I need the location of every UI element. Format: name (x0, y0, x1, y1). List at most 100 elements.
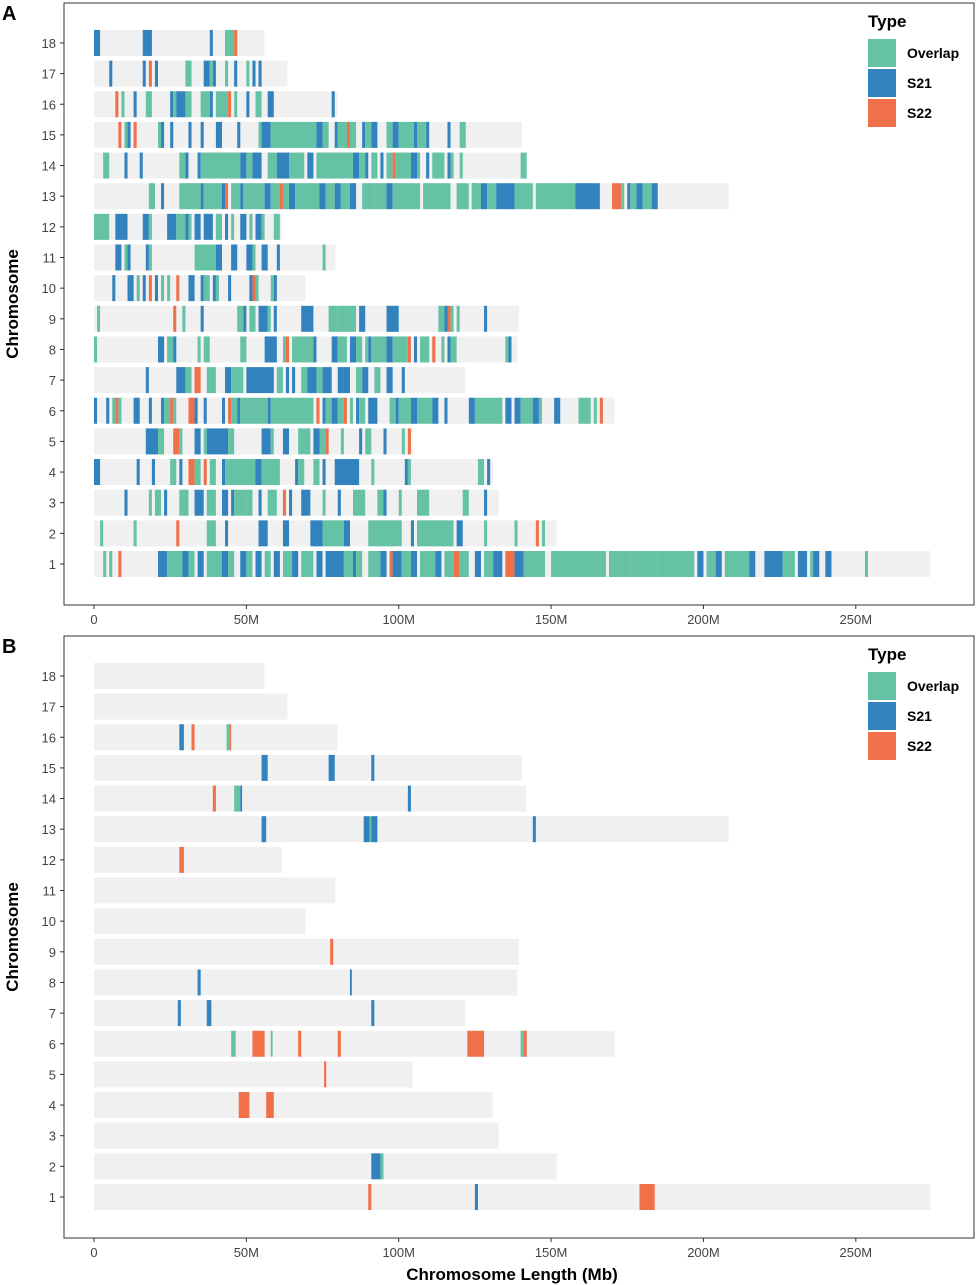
panel-b-chromosomes (94, 662, 931, 1210)
panel-a-chr-9-region-overlap (237, 305, 244, 332)
panel-a-chr-13-region-overlap (243, 183, 265, 210)
panel-a-chr-11-region-overlap (148, 244, 152, 271)
panel-a-chr-12-region-overlap (249, 213, 253, 240)
panel-b-chromosome-7-bar (94, 1000, 466, 1027)
panel-a-y-tick-label-chr-6: 6 (49, 404, 56, 419)
panel-b-chr-7-region-s21 (206, 1000, 212, 1027)
panel-a-chr-14-region-s21 (139, 152, 143, 179)
panel-a-chr-1-region-s21 (273, 551, 280, 577)
panel-a-chr-6-region-overlap (520, 397, 533, 424)
panel-a-chr-11-region-s21 (215, 244, 222, 271)
panel-a-chr-13-region-overlap (340, 183, 350, 210)
panel-a-chr-5-region-s21 (383, 428, 387, 455)
panel-a-chr-13-region-overlap (423, 183, 451, 210)
panel-a-chr-6-region-overlap (325, 397, 332, 424)
panel-a-chr-12-region-overlap (261, 213, 265, 240)
panel-a: A Chromosome 123456789101112131415161718… (2, 2, 975, 627)
panel-a-chr-1-region-overlap (810, 551, 814, 577)
panel-a-chr-7-region-overlap (316, 367, 323, 394)
panel-a-chr-11-region-s21 (145, 244, 149, 271)
panel-a-chr-1-region-s21 (197, 551, 204, 577)
panel-a-chr-12-region-s21 (115, 213, 128, 240)
panel-a-chr-2-region-overlap (133, 520, 137, 547)
panel-a-chr-1-region-s22 (118, 551, 122, 577)
panel-a-chr-13-region-s21 (319, 183, 326, 210)
panel-b-chr-6-region-s22 (467, 1030, 485, 1057)
panel-a-chr-2-region-s21 (225, 520, 229, 547)
panel-a-chr-3-region-s21 (221, 489, 229, 516)
panel-a-chr-4-region-overlap (225, 459, 229, 486)
panel-a-chr-11-region-s21 (115, 244, 122, 271)
panel-b-chr-14-region-s21 (240, 785, 243, 812)
panel-a-chr-8-region-overlap (356, 336, 363, 363)
panel-b-chr-16-region-s21 (179, 724, 184, 751)
panel-a-chr-6-region-s21 (194, 397, 198, 424)
panel-a-chr-2-region-overlap (541, 520, 545, 547)
panel-a-chr-11-region-s21 (261, 244, 268, 271)
panel-a-chr-9-region-s22 (173, 305, 177, 332)
panel-a-chr-1-region-s21 (182, 551, 189, 577)
panel-a-chr-1-region-overlap (706, 551, 716, 577)
panel-a-legend-label-s21: S21 (907, 75, 932, 91)
panel-a-chr-1-region-overlap (206, 551, 222, 577)
panel-a-chr-6-region-overlap (337, 397, 344, 424)
panel-a-chr-1-region-overlap (401, 551, 411, 577)
panel-a-chr-4-region-overlap (194, 459, 201, 486)
panel-a-chr-14-region-s21 (365, 152, 369, 179)
panel-a-chr-10-region-s21 (112, 275, 116, 302)
panel-a-chr-7-region-s21 (362, 367, 369, 394)
panel-b-legend-swatch-overlap (868, 672, 896, 700)
panel-a-chr-13-region-s21 (496, 183, 515, 210)
panel-a-chr-7-region-overlap (231, 367, 244, 394)
panel-a-chr-1-region-overlap (109, 551, 113, 577)
panel-a-chr-1-region-s21 (353, 551, 357, 577)
panel-a-chr-4-region-s21 (136, 459, 140, 486)
panel-a-chr-15-region-overlap (157, 121, 162, 148)
panel-a-chr-7-region-overlap (276, 367, 283, 394)
panel-a-chr-1-region-s21 (410, 551, 418, 577)
panel-a-chr-15-region-overlap (337, 121, 347, 148)
panel-a-chr-6-region-overlap (578, 397, 591, 424)
panel-a-chr-12-region-s21 (240, 213, 247, 240)
panel-a-chr-15-region-s21 (334, 121, 338, 148)
panel-b-chr-7-region-s21 (371, 1000, 375, 1027)
panel-a-chr-8-region-overlap (240, 336, 247, 363)
panel-a-chr-6-region-overlap (112, 397, 116, 424)
panel-a-chr-13-region-overlap (148, 183, 155, 210)
panel-a-chr-3-region-overlap (398, 489, 402, 516)
panel-a-chr-13-region-overlap (535, 183, 576, 210)
panel-a-chr-7-region-s21 (343, 367, 350, 394)
panel-a-chr-5-region-s21 (145, 428, 158, 455)
panel-a-chr-6-region-overlap (118, 397, 122, 424)
panel-a-x-tick-label: 0 (90, 612, 97, 627)
panel-a-chr-13-region-overlap (362, 183, 375, 210)
panel-b-x-ticks: 0 50M 100M 150M 200M 250M (90, 1238, 872, 1260)
panel-b-chr-2-region-overlap (380, 1153, 384, 1180)
panel-a-chr-16-region-overlap (215, 91, 229, 118)
panel-a-chr-1-region-s22 (453, 551, 460, 577)
panel-a-chr-5-region-s21 (282, 428, 290, 455)
panel-a-chr-1-region-s21 (715, 551, 722, 577)
panel-b-chromosome-16-bar (94, 724, 338, 751)
panel-a-chr-6-region-s21 (368, 397, 378, 424)
panel-a-chr-6-region-overlap (359, 397, 366, 424)
panel-a-chr-6-region-overlap (538, 397, 542, 424)
panel-a-x-tick-label: 200M (687, 612, 720, 627)
panel-a-chr-2-region-overlap (100, 520, 104, 547)
panel-a-chr-1-region-overlap (551, 551, 582, 577)
panel-a-chr-6-region-s21 (432, 397, 439, 424)
panel-a-chr-16-region-overlap (173, 91, 177, 118)
panel-a-chr-16-region-overlap (200, 91, 210, 118)
panel-a-chr-2-region-s21 (456, 520, 463, 547)
panel-a-chr-13-region-s21 (349, 183, 357, 210)
panel-a-chr-1-region-s21 (493, 551, 503, 577)
panel-a-chr-6-region-s21 (514, 397, 521, 424)
panel-a-chr-14-region-overlap (359, 152, 366, 179)
panel-a-chr-11-region-overlap (124, 244, 128, 271)
panel-b-chromosome-18-bar (94, 662, 265, 689)
panel-a-chr-7-region-s21 (145, 367, 149, 394)
panel-a-chr-17-region-overlap (185, 60, 192, 87)
panel-a-chr-12-region-s21 (225, 213, 229, 240)
panel-a-chr-6-region-s21 (221, 397, 226, 424)
panel-b-y-tick-label-chr-9: 9 (49, 945, 56, 960)
